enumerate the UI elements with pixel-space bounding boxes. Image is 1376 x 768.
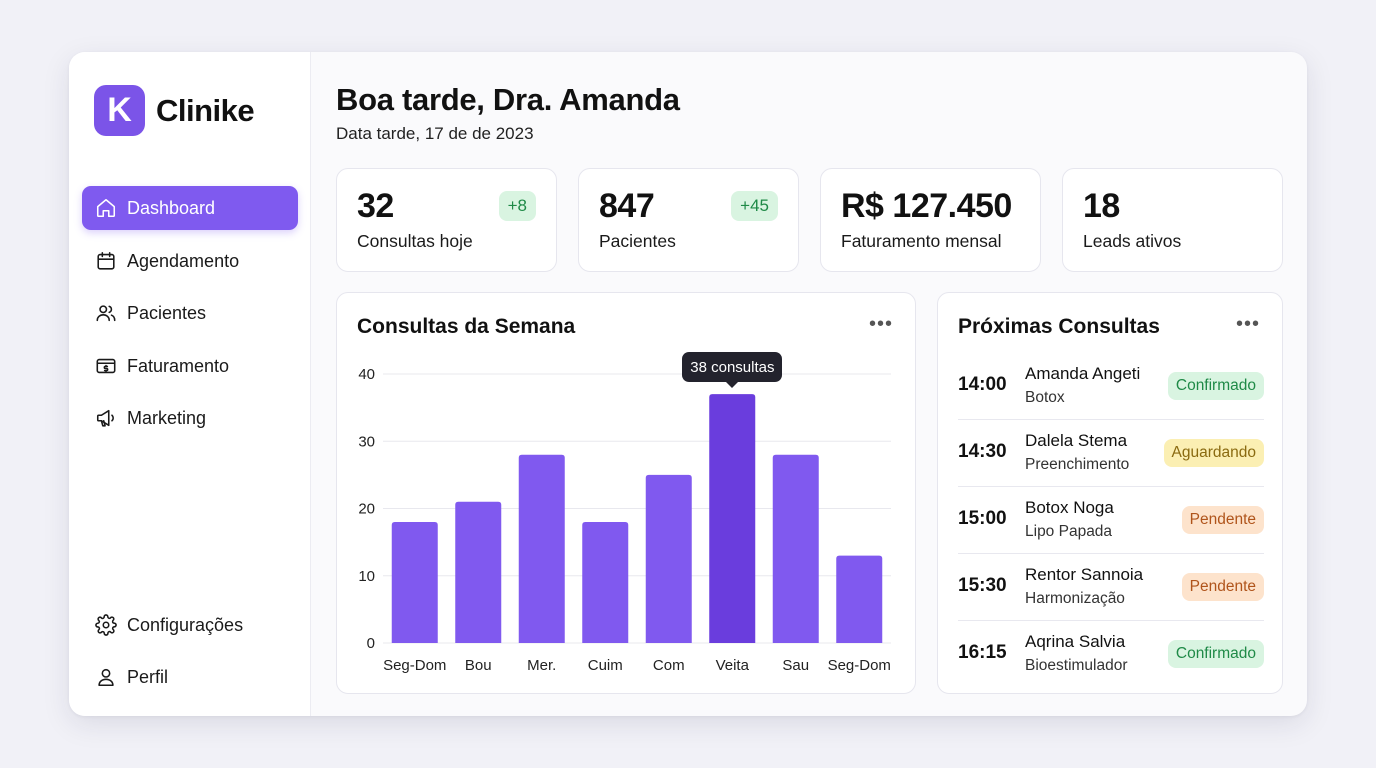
stat-label: Pacientes — [599, 231, 676, 251]
app-name: Clinike — [156, 92, 255, 128]
appointment-time: 14:00 — [958, 374, 1007, 395]
user-icon — [98, 668, 114, 687]
sidebar-item-marketing[interactable]: Marketing — [82, 396, 298, 440]
sidebar-item-label: Marketing — [127, 407, 207, 428]
sidebar-item-label: Agendamento — [127, 250, 240, 271]
sidebar-item-label: Dashboard — [127, 197, 216, 218]
x-tick-label: Com — [653, 657, 685, 674]
sidebar-item-label: Pacientes — [127, 302, 207, 323]
sidebar: K Clinike Dashboard Agendamento Paciente… — [69, 52, 311, 716]
bar — [709, 394, 756, 643]
appointment-row[interactable]: 14:00 Amanda Angeti Botox Confirmado — [958, 353, 1264, 420]
bar — [582, 521, 629, 643]
stat-label: Leads ativos — [1083, 231, 1182, 251]
x-tick-label: Seg-Dom — [828, 657, 891, 674]
appointments-title: Próximas Consultas — [958, 315, 1160, 338]
y-tick-label: 20 — [358, 501, 375, 518]
sidebar-item-configuracoes[interactable]: Configurações — [82, 603, 298, 647]
more-horizontal-icon[interactable]: ••• — [868, 313, 893, 335]
y-tick-label: 30 — [358, 433, 375, 450]
stat-value: 32 — [357, 187, 394, 225]
stat-change-badge: +8 — [498, 191, 536, 221]
sidebar-item-perfil[interactable]: Perfil — [82, 655, 298, 699]
gear-icon — [95, 614, 117, 636]
stat-card-leads[interactable]: 18 Leads ativos — [1062, 168, 1283, 272]
status-badge: Confirmado — [1167, 372, 1264, 400]
procedure-name: Harmonização — [1025, 590, 1125, 607]
users-icon — [96, 305, 116, 322]
stat-value: 18 — [1083, 187, 1120, 225]
stat-label: Faturamento mensal — [841, 231, 1002, 251]
patient-name: Dalela Stema — [1025, 431, 1128, 450]
calendar-icon — [97, 251, 115, 270]
appointment-time: 16:15 — [958, 642, 1007, 663]
procedure-name: Preenchimento — [1025, 456, 1130, 473]
stat-change-badge: +45 — [731, 191, 778, 221]
logo[interactable]: K Clinike — [94, 85, 255, 136]
sidebar-item-dashboard[interactable]: Dashboard — [82, 186, 298, 230]
app-window: K Clinike Dashboard Agendamento Paciente… — [69, 52, 1307, 716]
billing-icon — [96, 358, 116, 374]
y-tick-label: 40 — [358, 366, 375, 383]
bar — [645, 474, 692, 643]
chart-title: Consultas da Semana — [357, 315, 576, 338]
patient-name: Aqrina Salvia — [1025, 632, 1126, 651]
bar — [836, 555, 883, 643]
appointment-row[interactable]: 16:15 Aqrina Salvia Bioestimulador Confi… — [958, 621, 1264, 688]
procedure-name: Botox — [1025, 389, 1065, 406]
sidebar-item-label: Faturamento — [127, 355, 230, 376]
home-icon — [96, 198, 116, 218]
patient-name: Botox Noga — [1025, 498, 1114, 517]
appointment-time: 15:30 — [958, 575, 1007, 596]
procedure-name: Lipo Papada — [1025, 523, 1113, 540]
x-tick-label: Bou — [465, 657, 492, 674]
status-badge: Aguardando — [1163, 439, 1264, 467]
y-tick-label: 0 — [367, 635, 375, 652]
bar — [455, 501, 502, 643]
bar — [391, 521, 438, 643]
weekly-chart-panel: Consultas da Semana ••• 0 10 20 30 40 Seg-Dom… — [336, 292, 916, 694]
logo-mark: K — [94, 85, 145, 136]
x-tick-label: Seg-Dom — [383, 657, 446, 674]
status-badge: Pendente — [1181, 506, 1264, 534]
status-badge: Pendente — [1181, 573, 1264, 601]
megaphone-icon — [96, 409, 114, 427]
page-title: Boa tarde, Dra. Amanda — [336, 82, 680, 117]
more-horizontal-icon[interactable]: ••• — [1235, 313, 1260, 335]
chart-tooltip: 38 consultas — [682, 352, 783, 389]
bar — [772, 454, 819, 643]
appointment-row[interactable]: 14:30 Dalela Stema Preenchimento Aguarda… — [958, 420, 1264, 487]
sidebar-item-faturamento[interactable]: Faturamento — [82, 344, 298, 388]
sidebar-item-pacientes[interactable]: Pacientes — [82, 291, 298, 335]
appointment-time: 14:30 — [958, 441, 1007, 462]
appointments-panel: Próximas Consultas ••• 14:00 Amanda Ange… — [937, 292, 1283, 694]
x-tick-label: Cuim — [588, 657, 623, 674]
x-tick-label: Mer. — [527, 657, 556, 674]
sidebar-item-agendamento[interactable]: Agendamento — [82, 239, 298, 283]
appointment-row[interactable]: 15:30 Rentor Sannoia Harmonização Penden… — [958, 554, 1264, 621]
sidebar-item-label: Configurações — [127, 614, 244, 635]
y-tick-label: 10 — [358, 568, 375, 585]
stat-value: R$ 127.450 — [841, 187, 1012, 225]
status-badge: Confirmado — [1167, 640, 1264, 668]
page-date: Data tarde, 17 de de 2023 — [336, 124, 534, 143]
stat-value: 847 — [599, 187, 655, 225]
stat-label: Consultas hoje — [357, 231, 473, 251]
stat-card-pacientes[interactable]: 847 Pacientes +45 — [578, 168, 799, 272]
stat-card-faturamento[interactable]: R$ 127.450 Faturamento mensal — [820, 168, 1041, 272]
procedure-name: Bioestimulador — [1025, 657, 1128, 674]
x-tick-label: Veita — [716, 657, 750, 674]
stat-card-consultas[interactable]: 32 Consultas hoje +8 — [336, 168, 557, 272]
appointment-time: 15:00 — [958, 508, 1007, 529]
x-tick-label: Sau — [782, 657, 809, 674]
bar-chart: 0 10 20 30 40 Seg-Dom Bou Mer. Cuim Com Veita Sau Se… — [358, 366, 891, 674]
patient-name: Rentor Sannoia — [1025, 565, 1144, 584]
appointment-row[interactable]: 15:00 Botox Noga Lipo Papada Pendente — [958, 487, 1264, 554]
bar — [518, 454, 565, 643]
sidebar-item-label: Perfil — [127, 666, 169, 687]
patient-name: Amanda Angeti — [1025, 364, 1141, 383]
